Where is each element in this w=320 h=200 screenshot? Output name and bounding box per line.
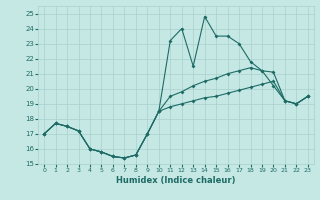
X-axis label: Humidex (Indice chaleur): Humidex (Indice chaleur): [116, 176, 236, 185]
